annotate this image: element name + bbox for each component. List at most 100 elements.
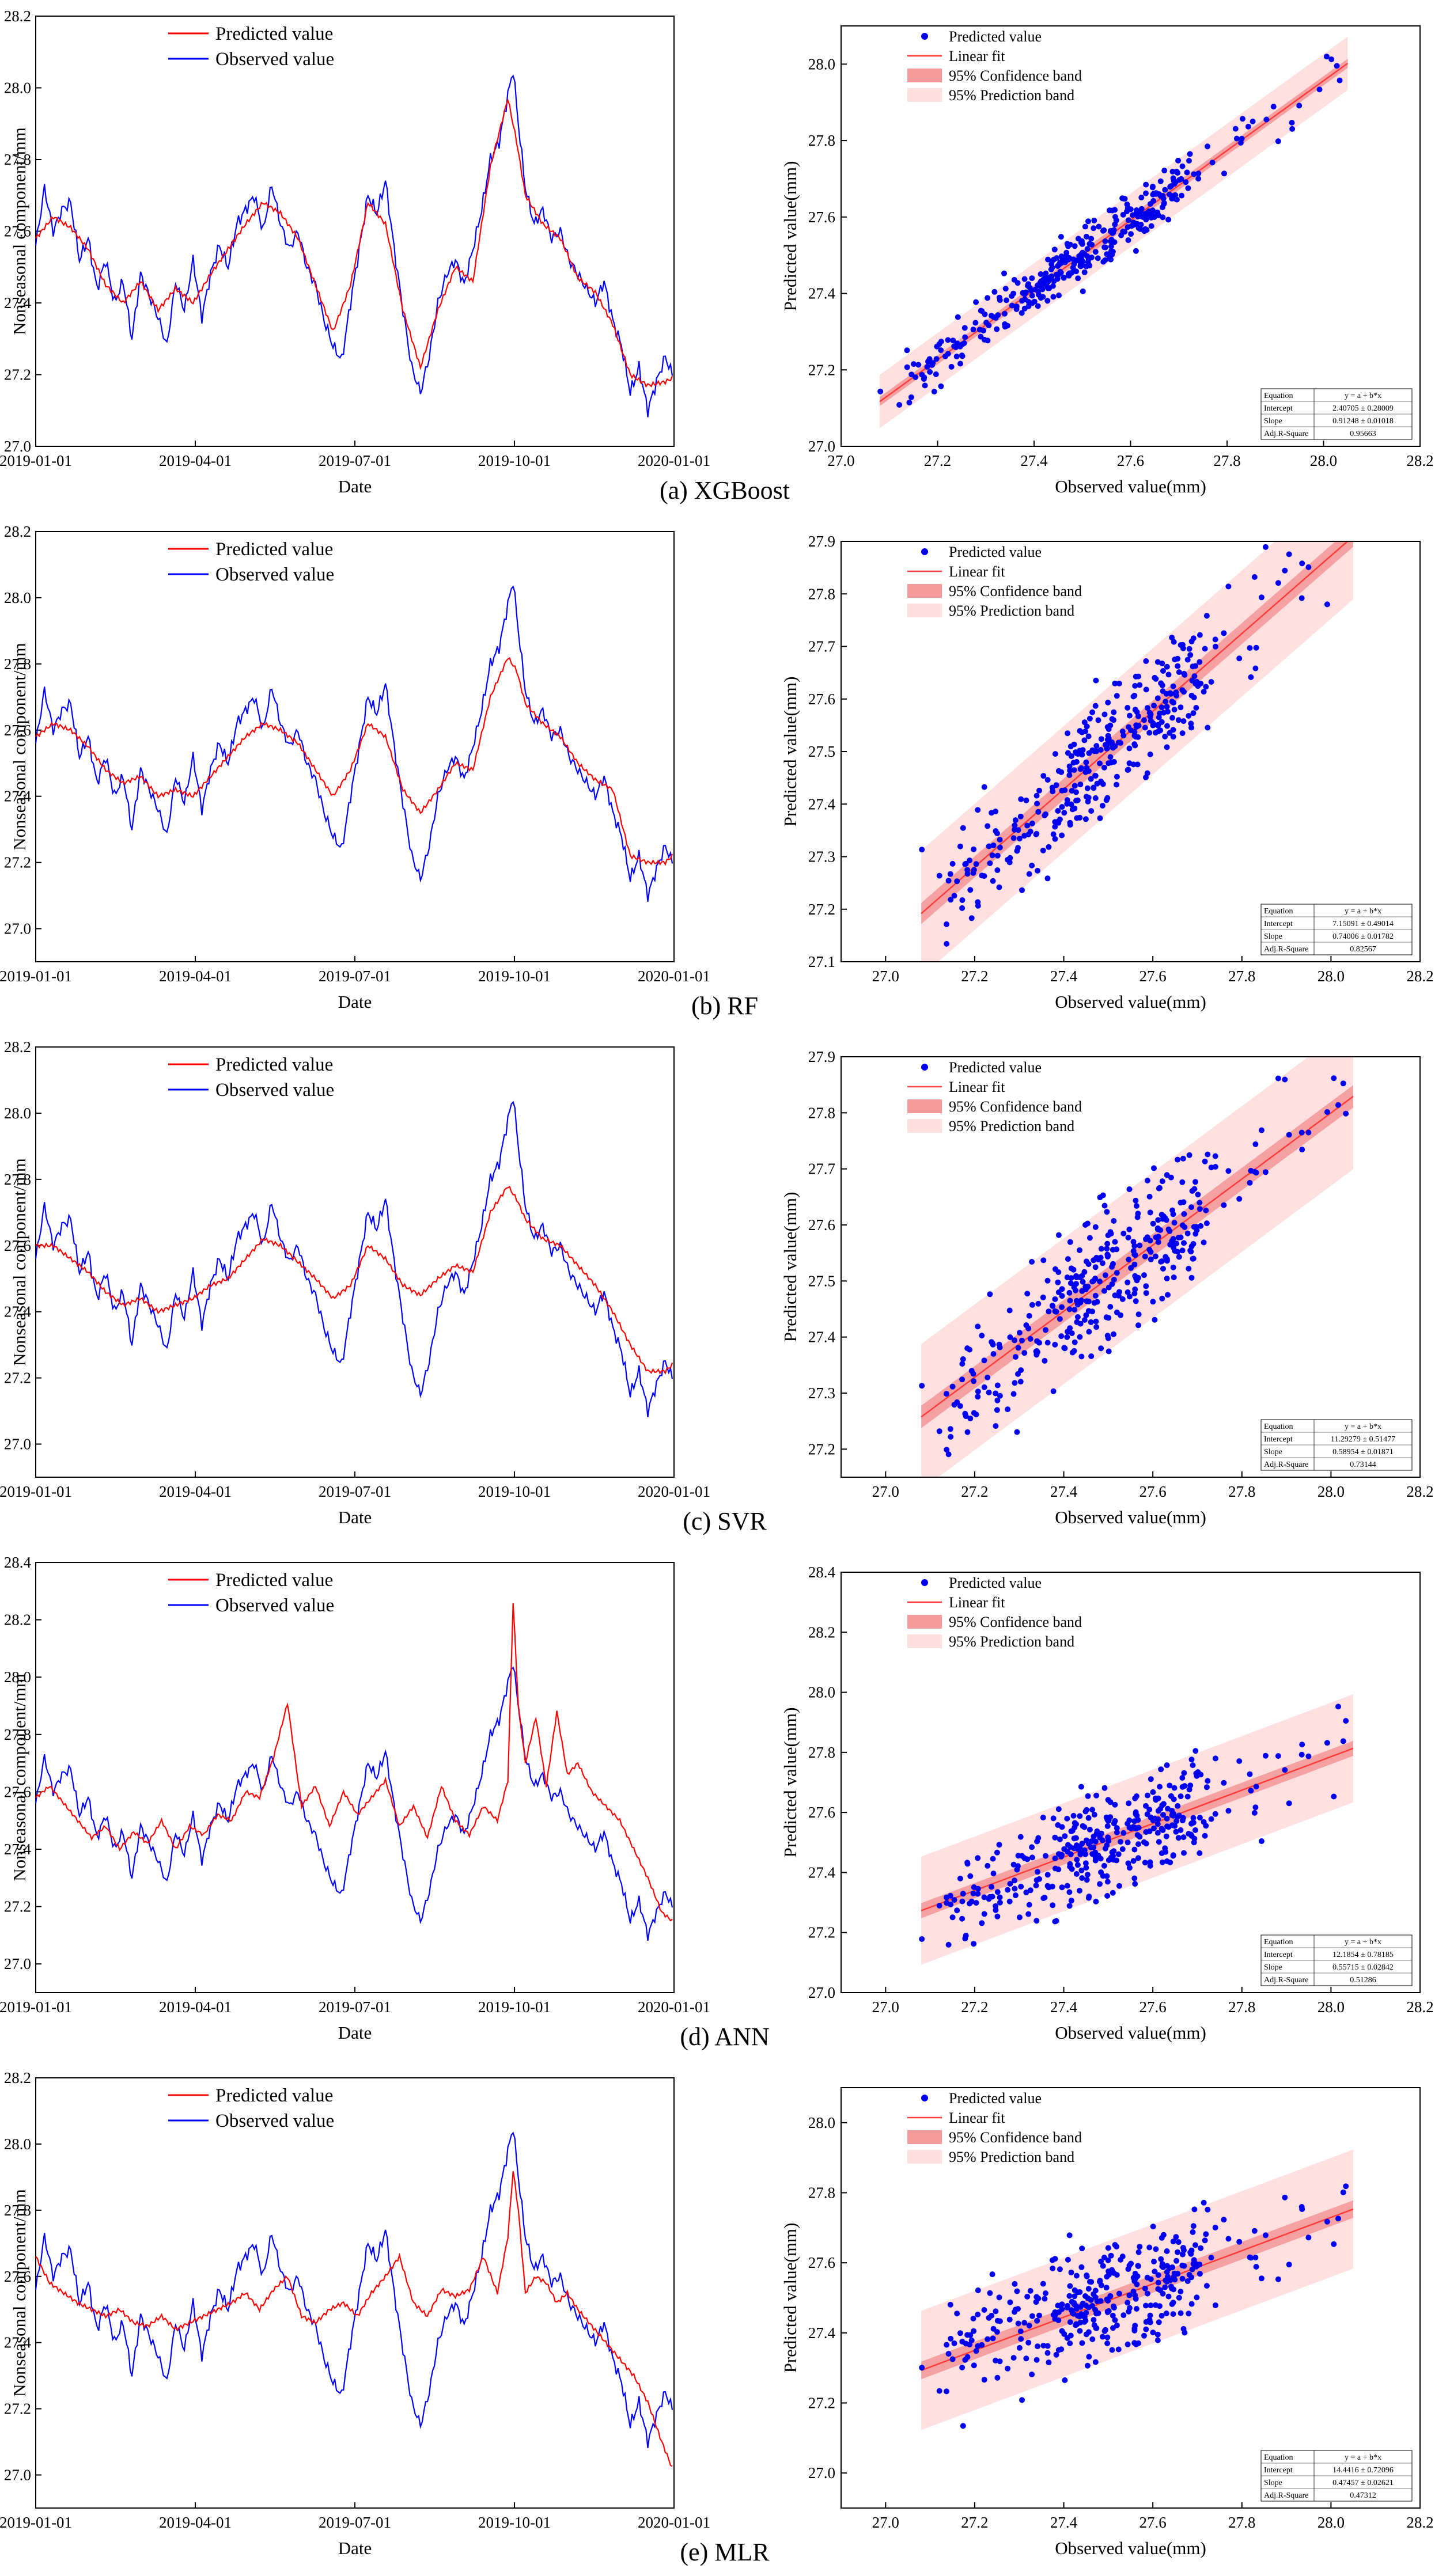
- y-tick-label: 28.0: [4, 2135, 31, 2153]
- scatter-point: [1080, 259, 1086, 265]
- scatter-point: [1085, 1895, 1092, 1901]
- x-tick-label: 2019-01-01: [0, 968, 72, 985]
- scatter-point: [1167, 184, 1173, 190]
- scatter-plot-area: [919, 506, 1353, 962]
- scatter-point: [1089, 2302, 1096, 2309]
- scatter-point: [986, 1896, 992, 1902]
- stats-key: Intercept: [1264, 1435, 1293, 1444]
- scatter-point: [1192, 681, 1199, 687]
- scatter-point: [960, 825, 966, 831]
- scatter-point: [1180, 1155, 1186, 1162]
- scatter-point: [1168, 691, 1174, 697]
- scatter-point: [1036, 2312, 1042, 2319]
- y-tick-label: 27.2: [808, 2395, 835, 2412]
- scatter-point: [970, 2316, 976, 2321]
- scatter-point: [1073, 2303, 1079, 2309]
- scatter-point: [1110, 1247, 1116, 1253]
- scatter-point: [1298, 1751, 1305, 1758]
- scatter-point: [921, 376, 927, 382]
- scatter-point: [1125, 767, 1131, 773]
- scatter-point: [1107, 1814, 1114, 1820]
- scatter-point: [1019, 310, 1025, 316]
- scatter-point: [1237, 140, 1244, 146]
- scatter-point: [1197, 1850, 1203, 1856]
- scatter-point: [963, 860, 969, 867]
- scatter-point: [1079, 238, 1085, 244]
- scatter-point: [1073, 798, 1079, 804]
- y-tick-label: 27.7: [808, 638, 835, 655]
- y-tick-label: 27.0: [4, 438, 31, 455]
- scatter-point: [1048, 273, 1055, 279]
- scatter-point: [989, 1884, 995, 1890]
- x-tick-label: 27.4: [1020, 452, 1048, 469]
- scatter-point: [993, 1390, 999, 1397]
- scatter-point: [967, 1346, 973, 1353]
- scatter-point: [1135, 1311, 1142, 1318]
- scatter-point: [1135, 723, 1142, 729]
- scatter-point: [1114, 1829, 1120, 1835]
- scatter-point: [1341, 506, 1346, 511]
- scatter-point: [1158, 2256, 1164, 2262]
- x-axis-label: Observed value(mm): [1055, 1507, 1206, 1527]
- scatter-point: [1098, 1830, 1104, 1837]
- scatter-frame: [841, 1056, 1421, 1478]
- scatter-point: [1043, 278, 1049, 284]
- scatter-point: [1192, 1231, 1199, 1237]
- scatter-point: [1203, 1220, 1210, 1227]
- scatter-point: [1010, 1391, 1017, 1397]
- scatter-point: [1033, 792, 1040, 799]
- y-tick-label: 27.0: [4, 2467, 31, 2484]
- scatter-point: [1104, 2274, 1110, 2280]
- stats-key: Equation: [1264, 2453, 1293, 2462]
- stats-key: Equation: [1264, 907, 1293, 916]
- scatter-point: [1103, 2285, 1110, 2291]
- scatter-point: [1010, 2355, 1017, 2361]
- scatter-point: [1063, 252, 1069, 259]
- scatter-point: [1135, 1841, 1141, 1847]
- scatter-point: [1167, 2265, 1173, 2271]
- scatter-point: [957, 361, 963, 367]
- scatter-point: [963, 1933, 969, 1938]
- scatter-point: [1026, 1312, 1032, 1319]
- scatter-point: [1184, 1793, 1191, 1800]
- y-tick-label: 27.6: [4, 223, 31, 240]
- scatter-point: [996, 2294, 1002, 2301]
- scatter-point: [1158, 1766, 1164, 1773]
- scatter-point: [993, 2357, 999, 2363]
- scatter-point: [1138, 222, 1144, 227]
- y-axis-label: Nonseasonal component/mm: [9, 2189, 29, 2397]
- x-tick-label: 27.2: [961, 1483, 988, 1500]
- scatter-point: [1179, 1179, 1186, 1185]
- scatter-point: [1114, 1825, 1120, 1831]
- scatter-point: [1212, 636, 1218, 643]
- x-tick-label: 2019-10-01: [478, 452, 551, 469]
- scatter-point: [1009, 302, 1015, 309]
- scatter-point: [1133, 248, 1139, 254]
- scatter-point: [1160, 1266, 1166, 1272]
- scatter-point: [1305, 1129, 1312, 1136]
- stats-key: Slope: [1264, 417, 1282, 426]
- scatter-point: [1104, 1842, 1110, 1848]
- scatter-point: [1155, 1816, 1161, 1822]
- x-tick-label: 2019-10-01: [478, 1483, 551, 1500]
- scatter-point: [1012, 2309, 1017, 2315]
- stats-key: Equation: [1264, 1938, 1293, 1947]
- scatter-point: [1134, 1277, 1140, 1284]
- panel-d: 27.0 27.2 27.4 27.6 27.8 28.0 28.2 28.4 2019-01-…: [0, 1554, 1434, 2051]
- stats-value: 12.1854 ± 0.78185: [1332, 1951, 1394, 1959]
- scatter-point: [1029, 820, 1035, 826]
- scatter-point: [1195, 170, 1202, 177]
- scatter-point: [1160, 1216, 1166, 1222]
- scatter-point: [950, 337, 956, 344]
- legend-label: 95% Confidence band: [949, 1098, 1082, 1115]
- timeseries-chart-d: 27.0 27.2 27.4 27.6 27.8 28.0 28.2 28.4 2019-01-…: [0, 1554, 710, 2043]
- scatter-point: [1055, 1822, 1061, 1828]
- scatter-point: [1171, 1274, 1177, 1280]
- scatter-point: [1130, 1858, 1137, 1864]
- scatter-point: [961, 325, 968, 331]
- scatter-point: [1133, 221, 1139, 227]
- scatter-point: [1013, 303, 1020, 310]
- scatter-point: [1073, 789, 1079, 795]
- stats-value: 0.55715 ± 0.02842: [1332, 1963, 1394, 1972]
- x-tick-label: 28.0: [1318, 2514, 1345, 2531]
